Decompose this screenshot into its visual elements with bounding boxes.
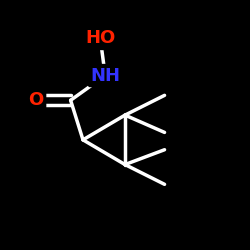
Text: HO: HO [85, 30, 116, 48]
Text: O: O [28, 91, 44, 109]
Text: NH: NH [90, 66, 120, 84]
